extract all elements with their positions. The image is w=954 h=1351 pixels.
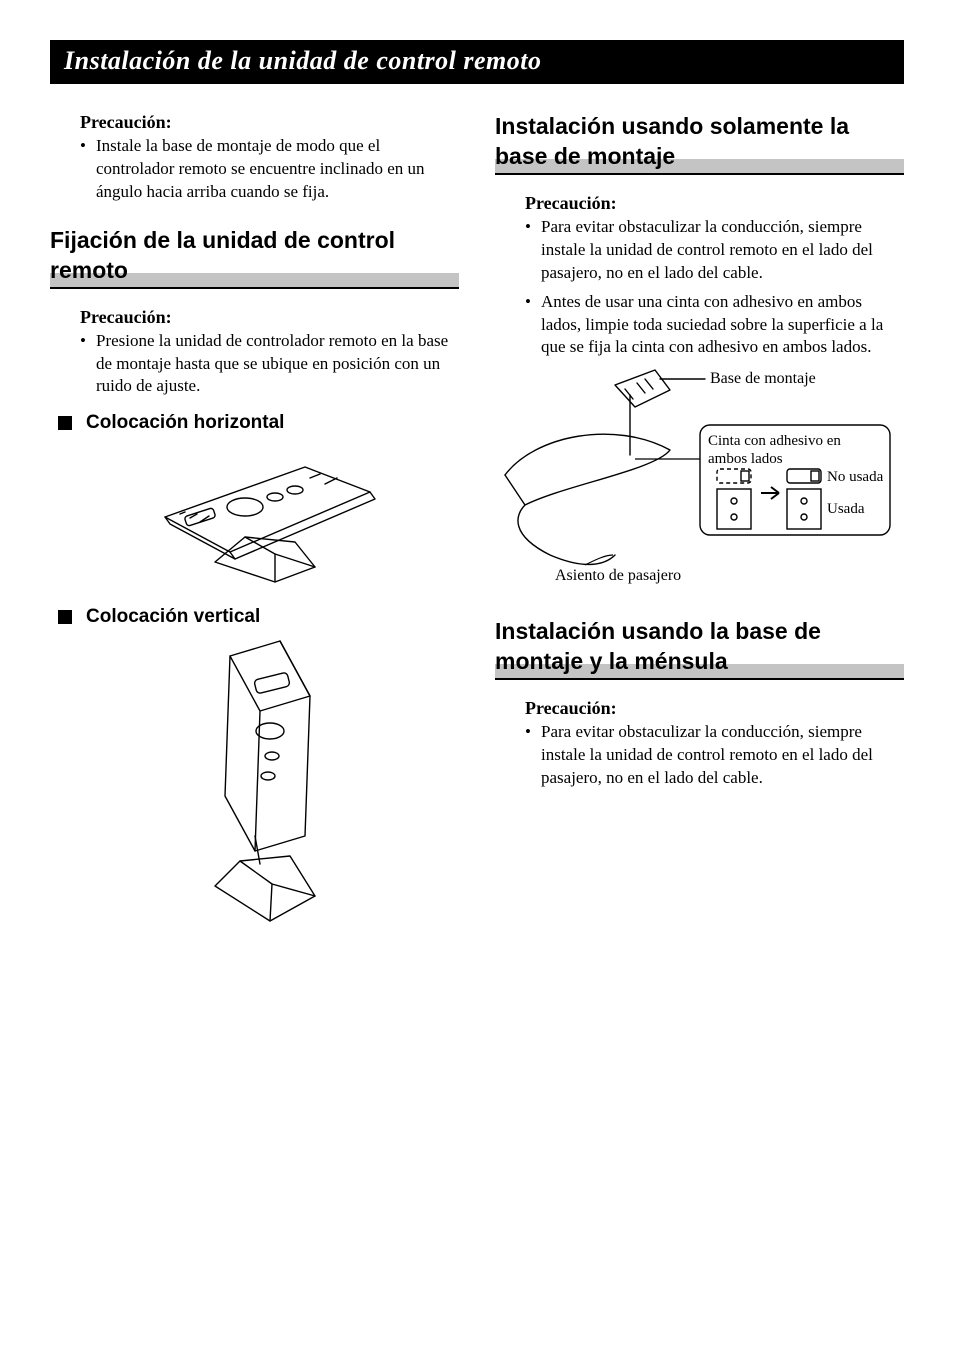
vertical-remote-illustration xyxy=(160,636,350,936)
callout-cinta-line1: Cinta con adhesivo en xyxy=(708,433,841,449)
page-header: Instalación de la unidad de control remo… xyxy=(50,40,904,84)
section-heading-line2: remoto xyxy=(50,256,459,289)
page-title: Instalación de la unidad de control remo… xyxy=(64,46,542,75)
two-column-layout: Precaución: Instale la base de montaje d… xyxy=(50,112,904,950)
precaution-label: Precaución: xyxy=(495,193,904,214)
list-item: Presione la unidad de controlador remoto… xyxy=(96,330,459,399)
callout-asiento: Asiento de pasajero xyxy=(555,567,681,584)
section-heading-baseonly: Instalación usando solamente la base de … xyxy=(495,112,904,175)
list-item: Antes de usar una cinta con adhesivo en … xyxy=(541,291,904,360)
list-item: Para evitar obstaculizar la conducción, … xyxy=(541,216,904,285)
precaution-label: Precaución: xyxy=(495,698,904,719)
section-heading-line2: montaje y la ménsula xyxy=(495,647,904,680)
precaution-label: Precaución: xyxy=(50,112,459,133)
horizontal-remote-illustration xyxy=(125,442,385,592)
sub-heading-label: Colocación horizontal xyxy=(86,412,284,434)
right-column: Instalación usando solamente la base de … xyxy=(495,112,904,950)
figure-vertical-remote xyxy=(50,636,459,936)
precaution-list: Presione la unidad de controlador remoto… xyxy=(50,330,459,399)
figure-horizontal-remote xyxy=(50,442,459,592)
square-bullet-icon xyxy=(58,416,72,430)
square-bullet-icon xyxy=(58,610,72,624)
sub-heading-vertical: Colocación vertical xyxy=(50,606,459,628)
sub-heading-horizontal: Colocación horizontal xyxy=(50,412,459,434)
section-heading-line1: Fijación de la unidad de control xyxy=(50,227,395,253)
list-item: Instale la base de montaje de modo que e… xyxy=(96,135,459,204)
section-heading-line1: Instalación usando solamente la xyxy=(495,113,849,139)
section-heading-fixing: Fijación de la unidad de control remoto xyxy=(50,226,459,289)
callout-base-de-montaje: Base de montaje xyxy=(710,370,816,387)
section-heading-base-and-bracket: Instalación usando la base de montaje y … xyxy=(495,617,904,680)
seat-diagram-illustration: Base de montaje Cinta con adhesivo en am… xyxy=(495,365,895,595)
section-heading-line1: Instalación usando la base de xyxy=(495,618,821,644)
callout-no-usada: No usada xyxy=(827,469,884,485)
section-heading-line2: base de montaje xyxy=(495,142,904,175)
list-item: Para evitar obstaculizar la conducción, … xyxy=(541,721,904,790)
precaution-list: Para evitar obstaculizar la conducción, … xyxy=(495,721,904,790)
precaution-label: Precaución: xyxy=(50,307,459,328)
precaution-list: Para evitar obstaculizar la conducción, … xyxy=(495,216,904,360)
callout-cinta-line2: ambos lados xyxy=(708,451,783,467)
callout-usada: Usada xyxy=(827,501,865,517)
figure-seat-diagram: Base de montaje Cinta con adhesivo en am… xyxy=(495,365,904,595)
sub-heading-label: Colocación vertical xyxy=(86,606,260,628)
precaution-list: Instale la base de montaje de modo que e… xyxy=(50,135,459,204)
left-column: Precaución: Instale la base de montaje d… xyxy=(50,112,459,950)
